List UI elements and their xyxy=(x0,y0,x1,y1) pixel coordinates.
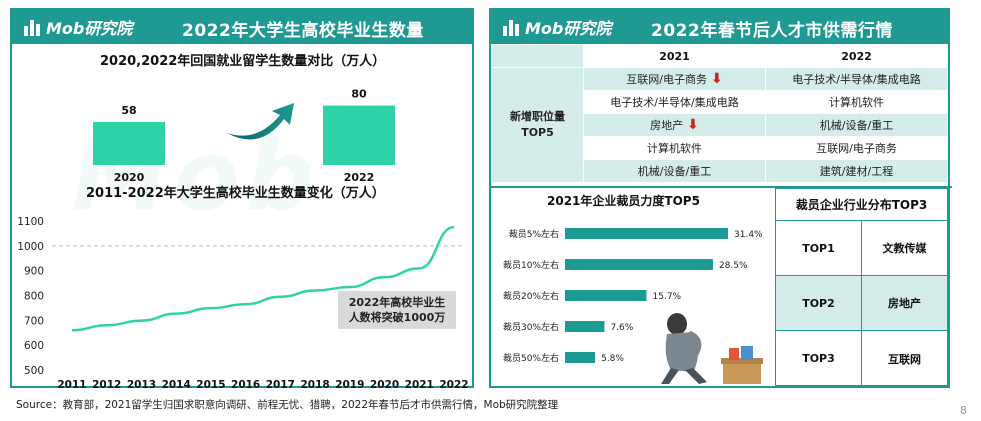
x-tick-label: 2019 xyxy=(335,379,364,388)
bar xyxy=(565,352,596,363)
x-tick-label: 2011 xyxy=(57,379,86,388)
growth-arrow-icon xyxy=(227,103,294,140)
graduates-panel: Mob Mob研究院 2022年大学生高校毕业生数量 2020,2022年回国就… xyxy=(10,8,474,388)
x-tick-label: 2013 xyxy=(127,379,156,388)
layoff-bar-chart: 裁员5%左右 31.4% 裁员10%左右 28.5% 裁员20%左右 15.7% 裁员30%… xyxy=(503,228,763,364)
logo-text: Mob研究院 xyxy=(46,19,133,38)
logo-icon xyxy=(24,18,42,36)
data-label: 7.6% xyxy=(610,323,633,333)
cell-2021: 互联网/电子商务 ⬇ xyxy=(583,67,766,91)
x-tick-label: 2017 xyxy=(266,379,295,388)
top3-row: TOP3 互联网 xyxy=(776,331,947,386)
top3-rank: TOP2 xyxy=(776,276,862,330)
talent-market-panel: Mob研究院 2022年春节后人才市供需行情 2021 2022 新增职位量 T… xyxy=(489,8,952,388)
panel-header: Mob研究院 2022年大学生高校毕业生数量 xyxy=(12,10,472,44)
top3-industry: 文教传媒 xyxy=(882,242,927,255)
col-header-2021: 2021 xyxy=(583,44,766,68)
x-tick-label: 2015 xyxy=(196,379,225,388)
cell-2022: 机械/设备/重工 xyxy=(765,113,948,137)
top3-row: TOP2 房地产 xyxy=(776,276,947,331)
graduates-line-chart: 500 600 700 800 900 1000 1100 2011 2012 2013 2014 2… xyxy=(17,216,468,388)
table-corner xyxy=(491,44,584,68)
layoff-chart-title: 2021年企业裁员力度TOP5 xyxy=(547,194,700,208)
y-tick-label: 600 xyxy=(24,340,44,352)
y-tick-label: 800 xyxy=(24,291,44,303)
cell-2021: 房地产 ⬇ xyxy=(583,113,766,137)
cell-2021: 计算机软件 xyxy=(583,136,766,160)
x-tick-label: 2012 xyxy=(92,379,121,388)
cell-2022: 建筑/建材/工程 xyxy=(765,159,948,183)
x-tick-label: 2014 xyxy=(162,379,191,388)
cell-2022: 互联网/电子商务 xyxy=(765,136,948,160)
data-label: 5.8% xyxy=(601,354,624,364)
stressed-person-illustration xyxy=(661,313,763,384)
cell-2021: 机械/设备/重工 xyxy=(583,159,766,183)
x-tick-label: 2021 xyxy=(405,379,434,388)
cell-2022: 电子技术/半导体/集成电路 xyxy=(765,67,948,91)
panel-header: Mob研究院 2022年春节后人才市供需行情 xyxy=(491,10,948,44)
data-label: 31.4% xyxy=(734,230,763,240)
annotation-line-1: 2022年高校毕业生 xyxy=(348,296,446,309)
y-tick-label: 700 xyxy=(24,315,44,327)
cell-2021: 电子技术/半导体/集成电路 xyxy=(583,90,766,114)
top3-industry: 房地产 xyxy=(888,297,921,310)
y-tick-label: 500 xyxy=(24,365,44,377)
top3-title: 裁员企业行业分布TOP3 xyxy=(776,189,947,221)
bar xyxy=(93,121,165,165)
bar xyxy=(323,105,395,165)
x-tick-label: 2022 xyxy=(344,171,375,184)
category-label: 裁员50%左右 xyxy=(503,352,559,364)
y-tick-label: 900 xyxy=(24,266,44,278)
data-label: 28.5% xyxy=(719,261,748,271)
top3-row: TOP1 文教传媒 xyxy=(776,221,947,276)
returnee-bar-chart: 58 2020 80 2022 xyxy=(93,88,395,184)
top3-rank: TOP3 xyxy=(776,331,862,386)
x-tick-label: 2020 xyxy=(114,171,145,184)
logo-icon xyxy=(503,18,521,36)
cell-2022: 计算机软件 xyxy=(765,90,948,114)
layoff-industry-top3: 裁员企业行业分布TOP3 TOP1 文教传媒 TOP2 房地产 TOP3 互联网 xyxy=(775,188,948,386)
page-number: 8 xyxy=(960,404,967,417)
category-label: 裁员20%左右 xyxy=(503,290,559,302)
bar xyxy=(565,228,728,239)
y-tick-label: 1000 xyxy=(17,241,44,253)
y-tick-label: 1100 xyxy=(17,216,44,228)
panel-title: 2022年春节后人才市供需行情 xyxy=(651,21,893,41)
bar xyxy=(565,290,647,301)
chart1-title: 2020,2022年回国就业留学生数量对比（万人） xyxy=(100,54,386,69)
x-tick-label: 2020 xyxy=(370,379,399,388)
mob-logo: Mob研究院 xyxy=(24,15,132,39)
x-tick-label: 2022 xyxy=(439,379,468,388)
source-note: Source：教育部，2021留学生归国求职意向调研、前程无忧、猎聘，2022年… xyxy=(16,399,559,411)
supply-demand-table: 2021 2022 新增职位量 TOP5 互联网/电子商务 ⬇ 电子技术/半导体/… xyxy=(491,44,948,183)
bar xyxy=(565,259,713,270)
down-arrow-icon: ⬇ xyxy=(710,71,723,87)
down-arrow-icon: ⬇ xyxy=(687,117,699,133)
mob-logo: Mob研究院 xyxy=(503,15,611,39)
chart2-title: 2011-2022年大学生高校毕业生数量变化（万人） xyxy=(86,186,385,201)
series-line xyxy=(71,225,455,332)
annotation-box: 2022年高校毕业生 人数将突破1000万 xyxy=(338,291,456,329)
data-label: 15.7% xyxy=(653,292,682,302)
top3-industry: 互联网 xyxy=(888,352,921,366)
section-divider xyxy=(491,186,952,188)
bar xyxy=(565,321,605,332)
category-label: 裁员30%左右 xyxy=(503,321,559,333)
row-label: 新增职位量 TOP5 xyxy=(491,67,584,183)
col-header-2022: 2022 xyxy=(765,44,948,68)
category-label: 裁员5%左右 xyxy=(509,228,559,240)
category-label: 裁员10%左右 xyxy=(503,259,559,271)
top3-rank: TOP1 xyxy=(776,221,862,275)
logo-text: Mob研究院 xyxy=(525,19,612,38)
annotation-line-2: 人数将突破1000万 xyxy=(348,311,446,324)
data-label: 80 xyxy=(351,88,367,101)
x-tick-label: 2016 xyxy=(231,379,260,388)
data-label: 58 xyxy=(121,104,136,117)
panel-title: 2022年大学生高校毕业生数量 xyxy=(182,21,424,41)
x-tick-label: 2018 xyxy=(300,379,329,388)
